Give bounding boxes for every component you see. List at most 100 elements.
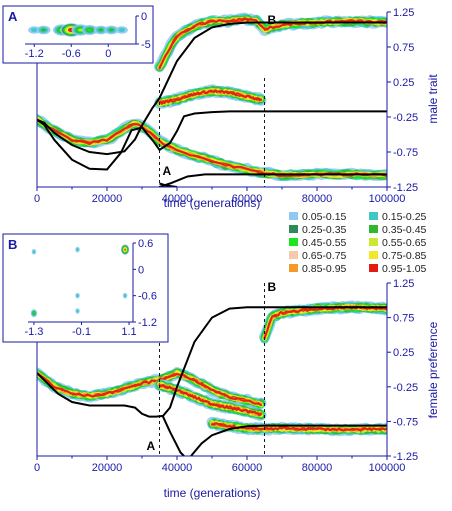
mean-curve-3 — [190, 424, 387, 456]
female-preference-markers: AB — [147, 280, 277, 456]
legend-swatch — [289, 212, 298, 220]
inset-density-point-8 — [108, 28, 114, 32]
density-ridge-1-layer-1 — [37, 115, 387, 182]
male-trait-heatmap — [37, 12, 387, 182]
legend-label: 0.35-0.45 — [382, 224, 427, 236]
y-tick-label: -0.25 — [393, 112, 418, 124]
inset-density-point-5 — [76, 294, 79, 298]
inset-y-tick-label: 0 — [141, 11, 147, 23]
x-tick-label: 0 — [34, 193, 40, 205]
male-trait-curves — [37, 21, 387, 187]
y-tick-label: -1.25 — [393, 182, 418, 194]
inset-x-tick-label: 0 — [105, 48, 111, 60]
inset-a: A -1.2 -0.6 0 0 -5 — [2, 5, 154, 64]
x-tick-label: 40000 — [162, 462, 193, 474]
y-tick-label: 0.75 — [393, 42, 414, 54]
inset-density-point-1 — [30, 27, 38, 33]
legend-swatch — [369, 212, 378, 220]
inset-density-point-3 — [32, 250, 36, 254]
x-tick-label: 60000 — [232, 193, 263, 205]
inset-density-point-1 — [124, 248, 126, 251]
marker-label-a: A — [163, 164, 172, 178]
density-legend: 0.05-0.15 0.15-0.25 0.25-0.35 0.35-0.45 0.45… — [289, 211, 427, 275]
inset-density-point-5 — [78, 28, 83, 32]
inset-x-tick-label: -1.2 — [25, 48, 44, 60]
male-trait-axes: 0 20000 40000 60000 80000 100000-1.25 -0.75 -0.… — [34, 7, 418, 205]
legend-label: 0.25-0.35 — [302, 224, 347, 236]
legend-swatch — [369, 251, 378, 259]
mean-curve-1 — [37, 21, 387, 156]
female-preference-panel: AB 0 20000 40000 60000 80000 100000-1.25-0.75… — [34, 278, 440, 500]
male-trait-markers: AB — [159, 13, 277, 187]
marker-label-b: B — [268, 13, 277, 27]
density-ridge-1-layer-9 — [37, 372, 262, 406]
inset-y-tick-label: -1.2 — [138, 317, 157, 329]
x-tick-label: 60000 — [232, 462, 263, 474]
legend-swatch — [369, 238, 378, 246]
inset-y-tick-label: -5 — [141, 39, 151, 51]
inset-y-tick-label: -0.6 — [138, 291, 157, 303]
density-ridge-3-layer-9 — [158, 89, 262, 105]
y-tick-label: 1.25 — [393, 7, 414, 19]
y-axis-title: male trait — [426, 74, 440, 124]
legend-label: 0.95-1.05 — [382, 263, 427, 275]
y-tick-label: 0.25 — [393, 347, 414, 359]
x-tick-label: 20000 — [92, 193, 123, 205]
x-tick-label: 100000 — [369, 462, 406, 474]
inset-b-label: B — [8, 237, 17, 252]
y-tick-label: 1.25 — [393, 278, 414, 290]
density-ridge-1-layer-3 — [37, 115, 387, 180]
mean-curve-1 — [37, 306, 387, 418]
inset-x-tick-label: -1.3 — [24, 326, 43, 338]
inset-density-point-2 — [40, 28, 47, 32]
inset-x-tick-label: -0.6 — [62, 48, 81, 60]
y-tick-label: -1.25 — [393, 451, 418, 463]
inset-x-tick-label: 1.1 — [121, 326, 136, 338]
inset-y-tick-label: 0.6 — [138, 238, 153, 250]
legend-label: 0.45-0.55 — [302, 237, 347, 249]
inset-density-point-2 — [76, 248, 79, 252]
density-ridge-2-layer-9 — [158, 17, 387, 68]
inset-density-point-9 — [118, 27, 126, 33]
y-axis-title: female preference — [426, 321, 440, 418]
inset-y-tick-label: 0 — [138, 264, 144, 276]
x-axis-title: time (generations) — [164, 196, 261, 210]
inset-b-axes: -1.3 -0.1 1.1 0.6 0 -0.6 -1.2 — [24, 238, 157, 338]
inset-b-frame — [2, 233, 169, 343]
x-tick-label: 100000 — [369, 193, 406, 205]
male-trait-panel: AB 0 20000 40000 60000 80000 100000-1.25-0.75… — [34, 7, 440, 210]
mean-curve-3 — [159, 173, 387, 187]
mean-curve-2 — [162, 416, 185, 456]
legend-swatch — [289, 225, 298, 233]
y-tick-label: -0.75 — [393, 416, 418, 428]
inset-b: B -1.3 -0.1 1.1 0.6 0 -0.6 -1.2 — [2, 233, 169, 343]
female-preference-curves — [37, 306, 387, 456]
marker-label-a: A — [147, 439, 156, 453]
density-ridge-1-layer-4 — [37, 116, 387, 180]
legend-label: 0.65-0.75 — [302, 250, 347, 262]
x-tick-label: 0 — [34, 462, 40, 474]
y-tick-label: -0.25 — [393, 382, 418, 394]
x-tick-label: 80000 — [302, 193, 333, 205]
legend-swatch — [369, 225, 378, 233]
mean-curve-2 — [37, 110, 387, 171]
inset-a-axes: -1.2 -0.6 0 0 -5 — [25, 11, 151, 60]
legend-label: 0.55-0.65 — [382, 237, 427, 249]
legend-label: 0.05-0.15 — [302, 211, 347, 223]
inset-density-point-7 — [98, 28, 104, 32]
inset-a-points — [28, 23, 128, 37]
legend-label: 0.75-0.85 — [382, 250, 427, 262]
inset-density-point-4 — [123, 294, 127, 298]
legend-label: 0.15-0.25 — [382, 211, 427, 223]
inset-density-point-6 — [87, 28, 93, 32]
y-tick-label: -0.75 — [393, 147, 418, 159]
legend-swatch — [369, 264, 378, 272]
inset-density-point-7 — [76, 309, 79, 313]
legend-swatch — [289, 238, 298, 246]
legend-swatch — [289, 264, 298, 272]
legend-swatch — [289, 251, 298, 259]
x-axis-title: time (generations) — [164, 486, 261, 500]
inset-b-points — [30, 244, 130, 318]
x-tick-label: 40000 — [162, 193, 193, 205]
